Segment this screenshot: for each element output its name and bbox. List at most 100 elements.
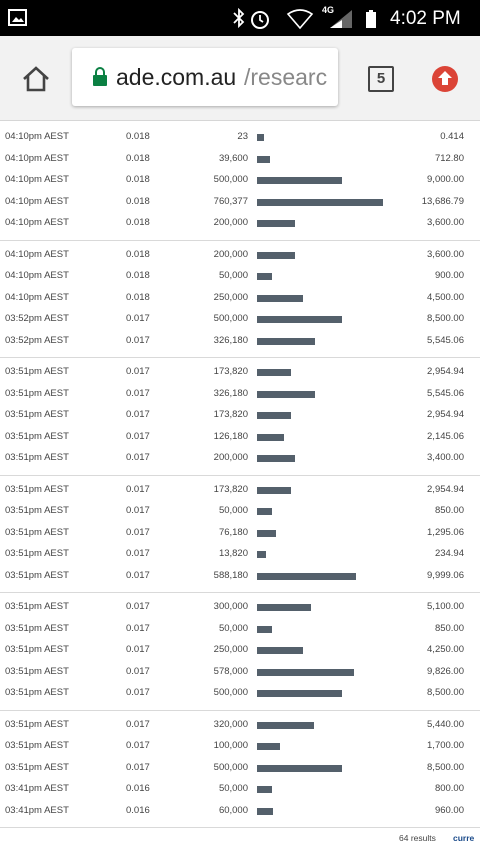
group-separator [0, 357, 480, 358]
trade-time: 04:10pm AEST [5, 248, 69, 260]
volume-bar [257, 220, 296, 227]
trade-value: 4,250.00 [427, 644, 464, 655]
trade-value: 2,954.94 [427, 409, 464, 420]
trade-price: 0.017 [126, 334, 150, 346]
group-separator [0, 474, 480, 476]
trade-time: 03:51pm AEST [5, 718, 69, 730]
volume-bar [257, 177, 343, 184]
volume-bar [257, 433, 284, 441]
gallery-icon [8, 9, 27, 26]
trade-value: 0.414 [440, 131, 464, 142]
update-button[interactable] [431, 65, 459, 93]
trade-value: 8,500.00 [427, 761, 464, 773]
network-type: 4G [322, 5, 335, 15]
trade-time: 03:51pm AEST [5, 505, 69, 516]
trade-value: 5,545.06 [427, 334, 464, 346]
volume-bar [257, 668, 355, 676]
trade-price: 0.017 [126, 452, 150, 463]
trade-volume: 50,000 [218, 270, 248, 281]
trade-value: 9,000.00 [427, 174, 464, 185]
volume-bar [257, 134, 264, 141]
trade-price: 0.018 [126, 195, 150, 207]
group-separator [0, 592, 480, 593]
trade-volume: 200,000 [213, 217, 248, 228]
trade-value: 5,545.06 [427, 387, 464, 399]
tab-switcher[interactable]: 5 [368, 66, 394, 92]
home-button[interactable] [22, 66, 50, 92]
currency-link[interactable]: curre [453, 833, 475, 843]
trade-time: 04:10pm AEST [5, 152, 69, 164]
trade-time: 03:41pm AEST [5, 804, 69, 816]
trades-table: 04:10pm AEST 0.018 23 0.414 04:10pm AEST 0.01… [0, 121, 480, 854]
volume-bar [257, 251, 296, 259]
trade-value: 5,100.00 [427, 601, 464, 612]
group-separator [0, 239, 480, 241]
trade-volume: 173,820 [213, 366, 248, 377]
trade-time: 03:51pm AEST [5, 761, 69, 773]
trade-price: 0.017 [126, 761, 150, 773]
volume-bar [257, 155, 271, 163]
volume-bar [257, 529, 276, 537]
trade-time: 03:51pm AEST [5, 644, 69, 655]
trade-volume: 500,000 [213, 313, 248, 324]
trade-volume: 300,000 [213, 601, 248, 612]
trade-price: 0.017 [126, 548, 150, 559]
trade-value: 2,145.06 [427, 430, 464, 442]
trade-price: 0.017 [126, 687, 150, 698]
volume-bar [257, 647, 304, 654]
trade-time: 03:51pm AEST [5, 665, 69, 677]
trade-price: 0.017 [126, 601, 150, 612]
browser-toolbar: ade.com.au/researc 5 [0, 36, 480, 121]
lock-icon [93, 67, 107, 86]
volume-bar [257, 508, 272, 515]
volume-bar [257, 390, 316, 398]
trade-price: 0.017 [126, 387, 150, 399]
volume-bar [257, 455, 296, 462]
trade-value: 4,500.00 [427, 291, 464, 303]
trade-value: 1,700.00 [427, 740, 464, 751]
trade-time: 03:51pm AEST [5, 452, 69, 463]
trade-value: 960.00 [434, 804, 464, 816]
trade-value: 850.00 [434, 505, 464, 516]
trade-volume: 578,000 [213, 665, 248, 677]
trade-price: 0.017 [126, 505, 150, 516]
trade-volume: 100,000 [213, 740, 248, 751]
trade-value: 13,686.79 [421, 195, 464, 207]
trade-price: 0.017 [126, 366, 150, 377]
trade-volume: 126,180 [213, 430, 248, 442]
trade-value: 2,954.94 [427, 483, 464, 495]
trade-value: 900.00 [434, 270, 464, 281]
trade-time: 03:51pm AEST [5, 622, 69, 634]
trade-time: 04:10pm AEST [5, 291, 69, 303]
trade-price: 0.018 [126, 291, 150, 303]
clock: 4:02 PM [390, 8, 461, 29]
volume-bar [257, 764, 343, 772]
trade-value: 800.00 [434, 783, 464, 794]
volume-bar [257, 337, 316, 345]
trade-price: 0.018 [126, 248, 150, 260]
trade-time: 03:51pm AEST [5, 387, 69, 399]
trade-volume: 500,000 [213, 761, 248, 773]
trade-value: 8,500.00 [427, 687, 464, 698]
trade-price: 0.018 [126, 174, 150, 185]
trade-time: 04:10pm AEST [5, 270, 69, 281]
trade-value: 3,600.00 [427, 217, 464, 228]
trade-time: 04:10pm AEST [5, 195, 69, 207]
trade-volume: 500,000 [213, 687, 248, 698]
trade-price: 0.018 [126, 217, 150, 228]
url-bar[interactable]: ade.com.au/researc [72, 48, 338, 106]
trade-price: 0.017 [126, 569, 150, 581]
trade-price: 0.018 [126, 270, 150, 281]
group-separator [0, 827, 480, 828]
trade-time: 03:51pm AEST [5, 409, 69, 420]
trade-volume: 326,180 [213, 334, 248, 346]
trade-volume: 588,180 [213, 569, 248, 581]
volume-bar [257, 743, 280, 750]
trade-volume: 50,000 [218, 622, 248, 634]
trade-time: 03:51pm AEST [5, 601, 69, 612]
volume-bar [257, 786, 272, 793]
trade-value: 2,954.94 [427, 366, 464, 377]
volume-bar [257, 273, 272, 280]
trade-price: 0.017 [126, 622, 150, 634]
volume-bar [257, 294, 304, 302]
